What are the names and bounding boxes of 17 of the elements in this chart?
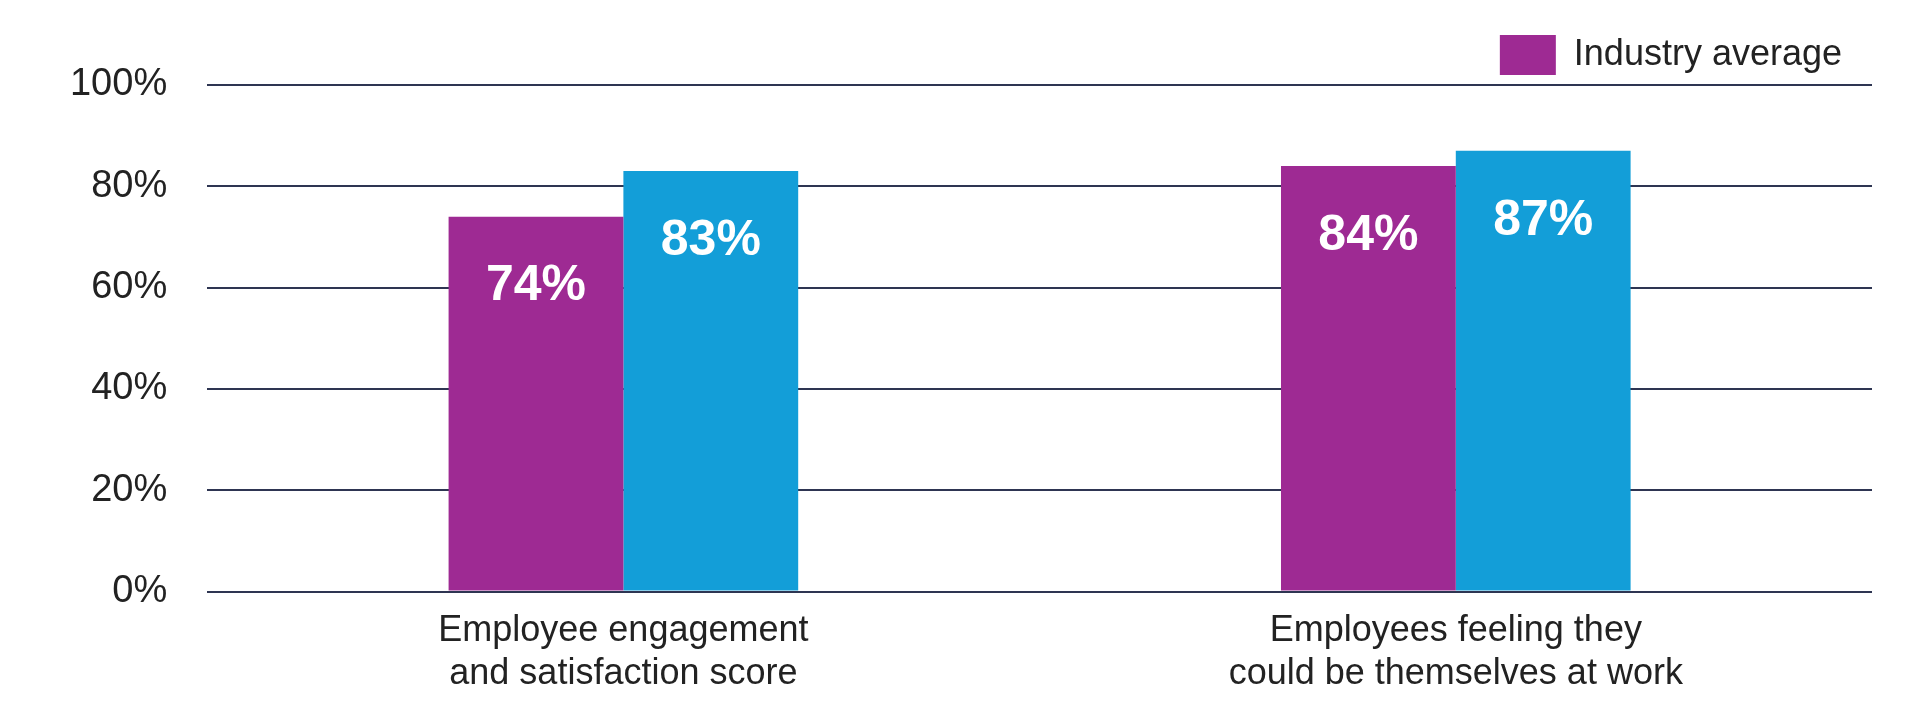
y-tick-label: 40% xyxy=(91,365,168,408)
bar xyxy=(1455,150,1631,591)
data-label: 84% xyxy=(1318,204,1419,261)
bar xyxy=(448,216,624,591)
y-tick-label: 0% xyxy=(112,568,168,611)
y-tick-label: 60% xyxy=(91,264,168,307)
x-tick-label: Employee engagement and satisfaction score xyxy=(438,608,809,693)
data-label: 87% xyxy=(1493,189,1594,246)
y-tick-label: 20% xyxy=(91,466,168,509)
legend-label: Industry average xyxy=(1573,31,1842,73)
y-tick-label: 100% xyxy=(69,61,168,104)
data-label: 83% xyxy=(660,209,761,266)
bar xyxy=(1280,166,1456,591)
x-tick-label: Employees feeling they could be themselves at work xyxy=(1228,608,1684,693)
y-tick-label: 80% xyxy=(91,162,168,205)
data-label: 74% xyxy=(485,255,587,312)
bar xyxy=(623,171,799,591)
